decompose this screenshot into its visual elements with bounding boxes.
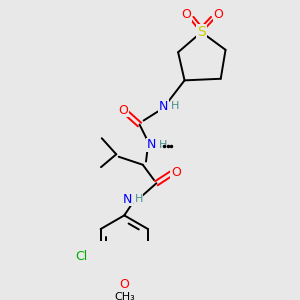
Text: O: O	[118, 103, 128, 117]
Text: O: O	[171, 166, 181, 179]
Text: O: O	[213, 8, 223, 21]
Text: O: O	[119, 278, 129, 291]
Text: CH₃: CH₃	[114, 292, 135, 300]
Text: N: N	[147, 138, 156, 151]
Text: H: H	[135, 194, 143, 204]
Text: Cl: Cl	[75, 250, 88, 263]
Text: O: O	[181, 8, 191, 21]
Text: H: H	[159, 140, 167, 150]
Text: S: S	[197, 25, 206, 39]
Text: H: H	[171, 101, 179, 111]
Text: N: N	[159, 100, 168, 112]
Text: N: N	[123, 193, 132, 206]
